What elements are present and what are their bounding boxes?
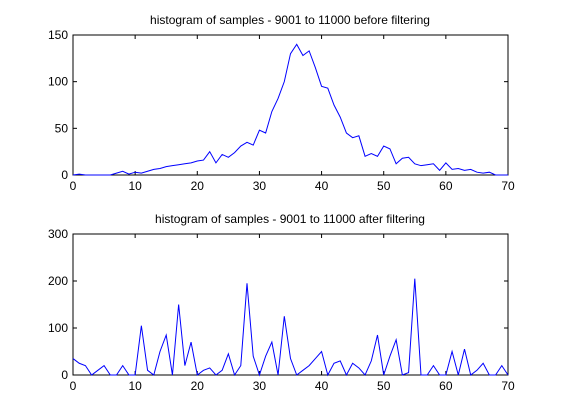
bottom-chart-x-tick-label: 50 xyxy=(377,379,391,393)
top-chart-x-tick-label: 0 xyxy=(70,179,77,193)
top-chart-x-tick-label: 60 xyxy=(439,179,453,193)
top-chart-ticks xyxy=(72,34,509,176)
top-chart-y-tick-label: 150 xyxy=(48,28,68,42)
top-chart-x-tick-label: 20 xyxy=(191,179,205,193)
top-chart-x-tick-label: 70 xyxy=(501,179,515,193)
top-chart-x-tick-label: 50 xyxy=(377,179,391,193)
top-chart-x-tick-label: 10 xyxy=(128,179,142,193)
bottom-chart-series-line xyxy=(72,278,509,377)
bottom-chart-y-tick-label: 200 xyxy=(48,274,68,288)
bottom-chart-x-tick-label: 30 xyxy=(253,379,267,393)
top-chart-x-tick-label: 30 xyxy=(253,179,267,193)
top-chart-x-tick-label: 40 xyxy=(315,179,329,193)
top-chart-plot-area xyxy=(72,34,509,176)
bottom-chart-x-tick-label: 70 xyxy=(501,379,515,393)
bottom-chart-x-tick-label: 20 xyxy=(191,379,205,393)
bottom-chart-title: histogram of samples - 9001 to 11000 aft… xyxy=(155,212,425,226)
bottom-chart-y-tick-label: 0 xyxy=(61,368,68,382)
bottom-chart-plot-area xyxy=(72,233,509,376)
top-chart-title: histogram of samples - 9001 to 11000 bef… xyxy=(150,13,430,27)
bottom-chart-y-tick-label: 300 xyxy=(48,227,68,241)
top-chart-y-tick-label: 50 xyxy=(55,121,69,135)
bottom-chart: histogram of samples - 9001 to 11000 aft… xyxy=(48,212,515,393)
top-chart-tick-labels: 0 10 20 30 40 50 60 70 0 50 100 150 xyxy=(48,28,515,193)
bottom-chart-tick-labels: 0 10 20 30 40 50 60 70 0 100 200 300 xyxy=(48,227,515,393)
top-chart-y-tick-label: 100 xyxy=(48,75,68,89)
bottom-chart-x-tick-label: 0 xyxy=(70,379,77,393)
bottom-chart-x-tick-label: 40 xyxy=(315,379,329,393)
top-chart: histogram of samples - 9001 to 11000 bef… xyxy=(48,13,515,193)
top-chart-y-tick-label: 0 xyxy=(61,168,68,182)
bottom-chart-x-tick-label: 10 xyxy=(128,379,142,393)
bottom-chart-y-tick-label: 100 xyxy=(48,321,68,335)
bottom-chart-x-tick-label: 60 xyxy=(439,379,453,393)
top-chart-series-line xyxy=(72,43,508,176)
